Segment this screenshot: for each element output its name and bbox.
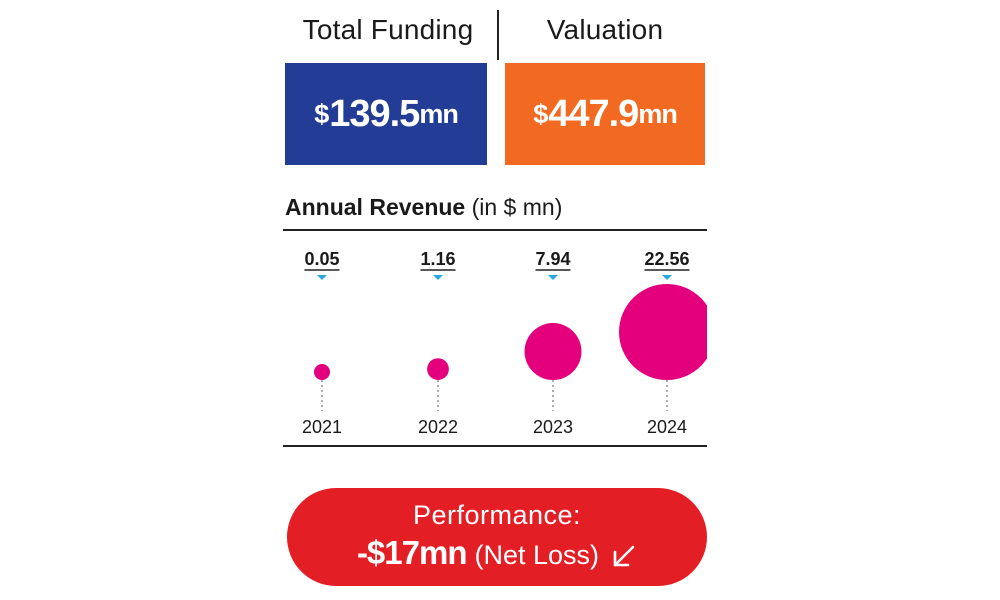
revenue-bubble [619,284,707,380]
value-marker [548,275,558,280]
total-funding-heading: Total Funding [302,14,474,45]
year-label: 2024 [647,417,687,437]
valuation-amount: 447.9 [548,92,639,135]
value-label: 1.16 [420,249,455,269]
value-label: 0.05 [304,249,339,269]
net-loss-note: (Net Loss) [474,540,600,570]
valuation-box: $447.9 mn [505,63,705,165]
header-divider [497,10,499,60]
revenue-title-bold: Annual Revenue [285,194,466,220]
revenue-bubble [314,364,330,380]
year-label: 2021 [302,417,342,437]
value-marker [433,275,443,280]
performance-pill: Performance: -$17mn (Net Loss) [287,488,707,586]
valuation-heading: Valuation [546,14,664,45]
value-marker [317,275,327,280]
year-label: 2023 [533,417,573,437]
year-label: 2022 [418,417,458,437]
value-label: 7.94 [535,249,570,269]
revenue-title-unit: (in $ mn) [471,194,563,220]
value-marker [662,275,672,280]
funding-amount: 139.5 [329,92,420,135]
arrow-down-left-icon [613,545,635,567]
value-label: 22.56 [644,249,689,269]
performance-line: -$17mn (Net Loss) [287,534,707,572]
revenue-bubble-chart: 0.05 2021 1.16 2022 7.94 2023 22.56 2024 [302,249,707,437]
chart-top-rule [283,229,707,231]
revenue-bubble [427,358,449,380]
net-loss-value: -$17mn [356,534,468,571]
performance-label: Performance: [412,500,582,530]
valuation-currency: $ [533,98,548,129]
valuation-unit: mn [638,98,677,129]
funding-unit: mn [419,98,458,129]
funding-infographic: Total Funding Valuation $139.5 mn $447.9 m… [283,0,707,600]
total-funding-box: $139.5 mn [285,63,487,165]
chart-bottom-rule [283,445,707,447]
annual-revenue-title: Annual Revenue (in $ mn) [285,194,562,221]
funding-currency: $ [314,98,329,129]
revenue-bubble [524,323,582,380]
